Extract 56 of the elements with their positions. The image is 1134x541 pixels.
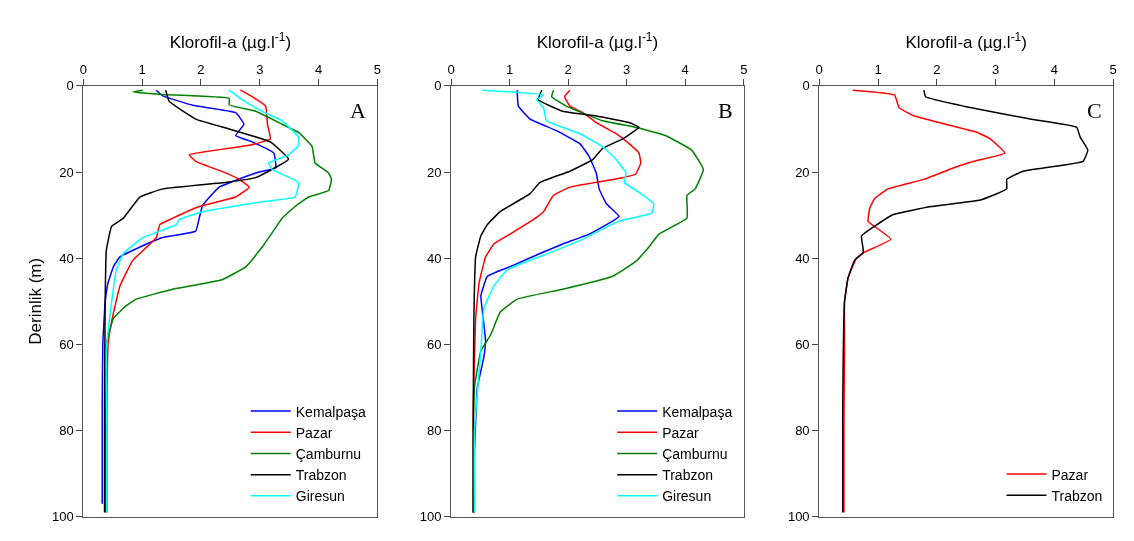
x-axis-title: Klorofil-a (µg.l$^{-1}$)	[536, 30, 659, 53]
y-tick-label: 20	[795, 164, 810, 180]
y-tick-label: 20	[59, 164, 74, 180]
legend-label: Pazar	[662, 424, 700, 441]
legend-label: Kemalpaşa	[662, 403, 733, 420]
legend-label: Trabzon	[295, 467, 347, 484]
annotation: A	[350, 98, 366, 123]
x-tick-label: 5	[740, 61, 748, 77]
annotation: B	[718, 98, 733, 123]
y-tick-label: 40	[426, 250, 442, 266]
y-tick-label: 100	[787, 509, 810, 525]
legend-label: Kemalpaşa	[295, 403, 367, 420]
x-tick-label: 0	[447, 61, 455, 77]
annotation: C	[1087, 98, 1102, 123]
x-tick-label: 1	[874, 61, 882, 77]
legend-label: Pazar	[295, 424, 333, 441]
y-tick-label: 60	[426, 336, 442, 352]
y-tick-label: 60	[59, 336, 74, 352]
line-series	[843, 89, 1006, 514]
legend-label: Giresun	[662, 488, 712, 505]
x-tick-label: 2	[564, 61, 572, 77]
y-axis-title: Derinlik (m)	[25, 257, 45, 345]
legend-label: Pazar	[1051, 466, 1089, 483]
y-tick-label: 100	[52, 509, 74, 525]
x-tick-label: 3	[256, 61, 264, 77]
x-tick-label: 0	[815, 61, 823, 77]
x-tick-label: 4	[1050, 61, 1058, 77]
x-tick-label: 4	[681, 61, 689, 77]
y-tick-label: 80	[426, 423, 442, 439]
legend-label: Trabzon	[662, 467, 713, 484]
y-tick-label: 0	[802, 78, 810, 94]
x-tick-label: 3	[623, 61, 631, 77]
x-tick-label: 5	[1109, 61, 1117, 77]
x-tick-label: 2	[197, 61, 205, 77]
x-tick-label: 1	[505, 61, 514, 77]
y-tick-label: 40	[59, 250, 74, 266]
x-tick-label: 0	[79, 61, 87, 77]
y-tick-label: 60	[795, 336, 810, 352]
y-tick-label: 40	[795, 250, 810, 266]
legend-label: Trabzon	[1051, 487, 1103, 504]
y-tick-label: 80	[795, 423, 810, 439]
y-tick-label: 20	[426, 164, 442, 180]
legend-label: Çamburnu	[662, 445, 728, 462]
x-axis-title: Klorofil-a (µg.l$^{-1}$)	[905, 30, 1027, 53]
x-tick-label: 4	[314, 61, 323, 77]
x-tick-label: 1	[138, 61, 146, 77]
x-tick-label: 3	[991, 61, 1000, 77]
y-tick-label: 100	[419, 509, 442, 525]
y-tick-label: 0	[66, 78, 74, 94]
legend-label: Çamburnu	[295, 445, 362, 462]
y-tick-label: 80	[59, 423, 74, 439]
legend-label: Giresun	[295, 488, 345, 505]
y-tick-label: 0	[434, 78, 442, 94]
x-tick-label: 2	[933, 61, 941, 77]
x-tick-label: 5	[373, 61, 381, 77]
x-axis-title: Klorofil-a (µg.l$^{-1}$)	[169, 30, 292, 53]
